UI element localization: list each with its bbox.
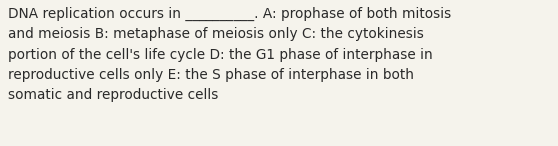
Text: DNA replication occurs in __________. A: prophase of both mitosis
and meiosis B:: DNA replication occurs in __________. A:…: [8, 7, 451, 102]
